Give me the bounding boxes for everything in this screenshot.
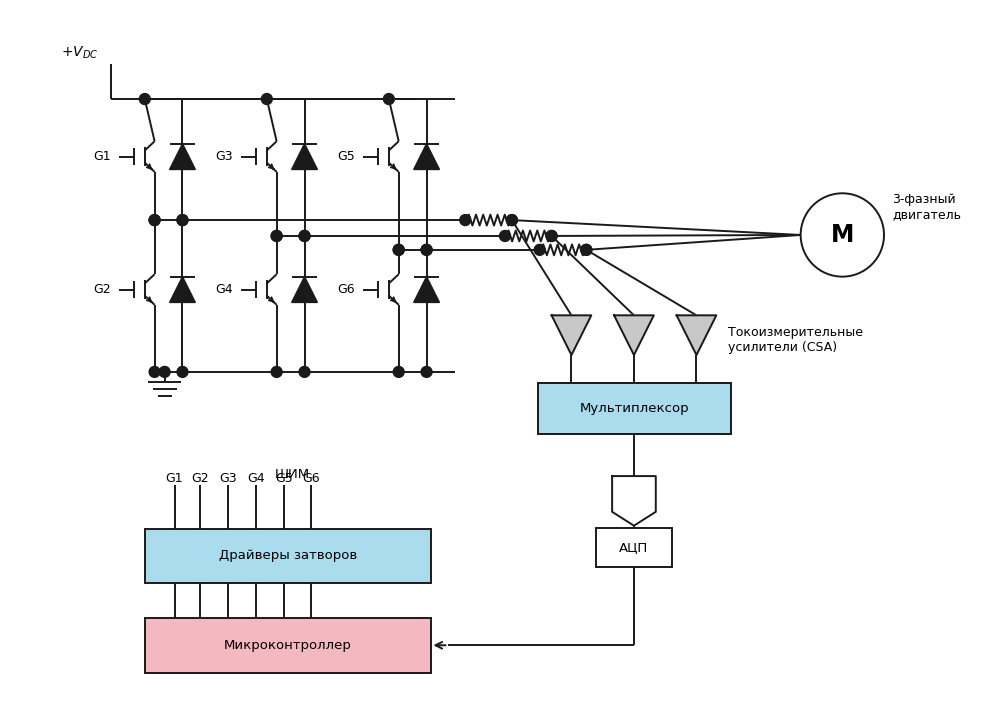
Text: G1: G1 (93, 150, 111, 163)
Text: G6: G6 (337, 283, 355, 296)
Polygon shape (614, 315, 654, 355)
Circle shape (421, 244, 432, 255)
Bar (538, 383, 731, 435)
Circle shape (393, 244, 404, 255)
Text: $+V_{DC}$: $+V_{DC}$ (61, 45, 99, 62)
Circle shape (506, 214, 517, 226)
Circle shape (393, 244, 404, 255)
Text: G6: G6 (303, 472, 320, 485)
Circle shape (546, 230, 557, 242)
Circle shape (149, 214, 160, 226)
Polygon shape (292, 143, 317, 169)
Circle shape (271, 230, 282, 242)
Circle shape (271, 366, 282, 377)
Polygon shape (170, 143, 195, 169)
Text: Драйверы затворов: Драйверы затворов (219, 549, 357, 562)
Text: АЦП: АЦП (619, 541, 649, 554)
Text: M: M (831, 223, 854, 247)
Circle shape (149, 214, 160, 226)
Polygon shape (414, 277, 439, 303)
Polygon shape (677, 315, 716, 355)
Circle shape (581, 244, 592, 255)
Circle shape (299, 366, 310, 377)
Text: G2: G2 (192, 472, 209, 485)
Polygon shape (292, 277, 317, 303)
Circle shape (383, 94, 394, 105)
Circle shape (460, 214, 471, 226)
Bar (145, 528, 431, 583)
Text: Мультиплексор: Мультиплексор (580, 402, 689, 415)
Bar (596, 528, 672, 567)
Text: G4: G4 (247, 472, 265, 485)
Circle shape (139, 94, 150, 105)
Text: G1: G1 (166, 472, 183, 485)
Circle shape (299, 230, 310, 242)
Polygon shape (414, 143, 439, 169)
Circle shape (177, 366, 188, 377)
Circle shape (177, 214, 188, 226)
Polygon shape (552, 315, 591, 355)
Circle shape (177, 214, 188, 226)
Text: Микроконтроллер: Микроконтроллер (224, 639, 352, 652)
Text: G5: G5 (337, 150, 355, 163)
Circle shape (149, 366, 160, 377)
Text: G5: G5 (275, 472, 293, 485)
Text: G3: G3 (215, 150, 233, 163)
Text: ШИМ: ШИМ (275, 468, 310, 481)
Circle shape (393, 366, 404, 377)
Circle shape (299, 230, 310, 242)
Circle shape (581, 244, 592, 255)
Circle shape (421, 366, 432, 377)
Circle shape (506, 214, 517, 226)
Circle shape (421, 244, 432, 255)
Text: G2: G2 (93, 283, 111, 296)
Text: Токоизмерительные
усилители (CSA): Токоизмерительные усилители (CSA) (728, 326, 863, 354)
Circle shape (500, 230, 510, 242)
Text: 3-фазный
двигатель: 3-фазный двигатель (892, 193, 961, 221)
Circle shape (271, 230, 282, 242)
Text: G4: G4 (215, 283, 233, 296)
Circle shape (546, 230, 557, 242)
Bar (145, 618, 431, 673)
Circle shape (159, 366, 170, 377)
Polygon shape (170, 277, 195, 303)
Circle shape (534, 244, 545, 255)
Text: G3: G3 (219, 472, 237, 485)
Polygon shape (612, 476, 656, 526)
Circle shape (261, 94, 272, 105)
